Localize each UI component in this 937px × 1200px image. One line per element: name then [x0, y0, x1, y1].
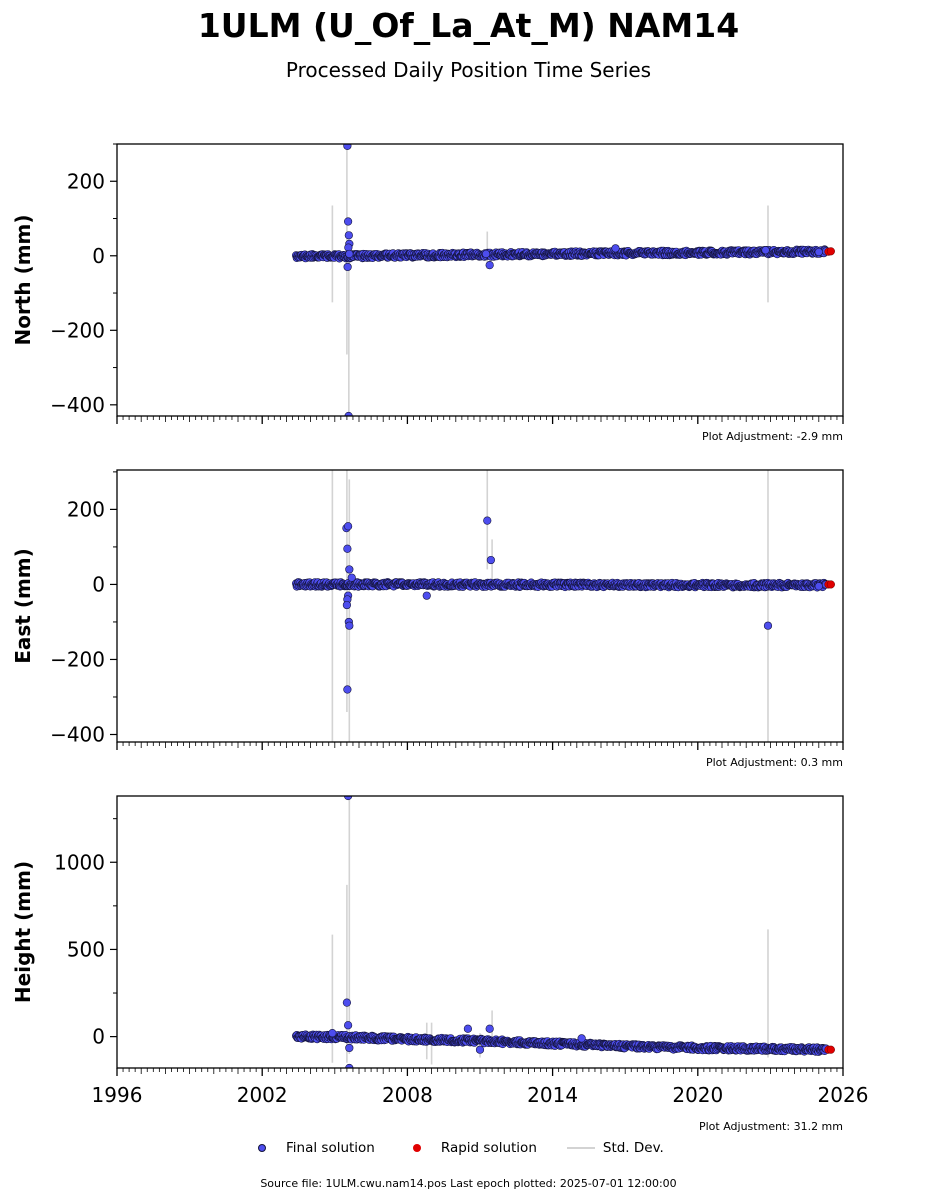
x-tick-label: 2020: [672, 1083, 723, 1107]
y-tick-label: 0: [92, 244, 105, 268]
final-solution-point: [347, 573, 356, 582]
final-solution-point: [345, 565, 354, 574]
final-solution-point: [481, 249, 491, 259]
plot-area: [292, 470, 835, 742]
final-solution-point: [475, 1045, 485, 1054]
legend-label-rapid: Rapid solution: [440, 1140, 537, 1156]
final-solution-point: [342, 998, 352, 1007]
std-dev-line-icon: [566, 1147, 595, 1149]
final-solution-point: [422, 591, 431, 600]
rapid-solution-marker-icon: [412, 1144, 421, 1152]
final-solution-trend-points: [292, 245, 831, 263]
final-solution-point: [761, 246, 770, 255]
final-solution-point: [485, 1024, 494, 1033]
final-solution-point: [345, 1043, 354, 1053]
final-solution-marker-icon: [258, 1144, 266, 1152]
plot-area: [292, 796, 835, 1068]
final-solution-point: [611, 244, 620, 253]
rapid-solution-point: [826, 1045, 835, 1054]
legend: Final solution Rapid solution Std. Dev.: [250, 1137, 694, 1159]
y-axis-label: North (mm): [11, 214, 35, 345]
source-footer: Source file: 1ULM.cwu.nam14.pos Last epo…: [260, 1177, 677, 1190]
y-tick-label: −400: [50, 393, 105, 417]
final-solution-point: [343, 544, 352, 553]
final-solution-point: [343, 262, 352, 272]
plot-adjustment-label: Plot Adjustment: 0.3 mm: [706, 756, 843, 769]
rapid-solution-point: [826, 580, 835, 589]
x-tick-label: 2008: [382, 1083, 433, 1107]
final-solution-point: [344, 522, 353, 531]
final-solution-point: [343, 144, 352, 150]
x-tick-label: 1996: [92, 1083, 143, 1107]
y-axis-label: Height (mm): [11, 861, 35, 1003]
y-tick-label: 1000: [54, 850, 105, 874]
final-solution-point: [344, 411, 353, 416]
final-solution-point: [483, 516, 492, 525]
legend-item-final: Final solution: [250, 1138, 375, 1158]
final-solution-point: [763, 621, 773, 630]
plot-frame: [116, 795, 844, 1069]
x-tick-label: 2026: [818, 1083, 869, 1107]
plot-adjustment-label: Plot Adjustment: -2.9 mm: [702, 430, 843, 443]
final-solution-point: [343, 685, 352, 694]
legend-label-std: Std. Dev.: [602, 1140, 664, 1156]
y-tick-label: −200: [50, 318, 105, 342]
y-axis-label: East (mm): [11, 548, 35, 664]
chart-title: 1ULM (U_Of_La_At_M) NAM14: [197, 6, 740, 45]
final-solution-point: [814, 582, 823, 591]
chart-subtitle: Processed Daily Position Time Series: [285, 58, 652, 82]
final-solution-trend-points: [292, 578, 831, 592]
plot-frame: [116, 469, 844, 743]
y-tick-label: 500: [67, 937, 105, 961]
final-solution-point: [344, 217, 353, 226]
legend-label-final: Final solution: [286, 1140, 375, 1156]
final-solution-point: [345, 249, 354, 259]
panel-height: 1000 500 0 1996 2002 2008 2014 2020 2026 Height (…: [11, 795, 869, 1133]
final-solution-point: [328, 1029, 337, 1038]
plot-adjustment-label: Plot Adjustment: 31.2 mm: [699, 1120, 843, 1133]
y-tick-label: 0: [92, 1025, 105, 1049]
plot-area: [292, 144, 835, 416]
final-solution-point: [485, 260, 494, 270]
final-solution-point: [486, 555, 495, 565]
legend-item-rapid: Rapid solution: [405, 1138, 537, 1158]
panel-north: 200 0 −200 −400 North (mm) Plot Adjustment: -…: [11, 143, 844, 443]
final-solution-trend-points: [292, 1030, 831, 1056]
x-tick-label: 2014: [527, 1083, 578, 1107]
final-solution-point: [463, 1024, 473, 1033]
panel-east: 200 0 −200 −400 East (mm) Plot Adjustment: 0.…: [11, 469, 844, 769]
y-tick-label: −400: [50, 722, 105, 746]
final-solution-point: [577, 1034, 586, 1043]
final-solution-point: [342, 600, 352, 610]
plot-frame: [116, 143, 844, 417]
y-tick-label: 200: [67, 169, 105, 193]
y-tick-label: 0: [92, 572, 105, 596]
legend-item-std: Std. Dev.: [566, 1138, 664, 1158]
x-tick-label: 2002: [237, 1083, 288, 1107]
y-tick-label: −200: [50, 647, 105, 671]
final-solution-point: [344, 231, 353, 240]
final-solution-point: [344, 1021, 353, 1030]
final-solution-point: [814, 247, 823, 257]
y-tick-label: 200: [67, 497, 105, 521]
rapid-solution-point: [826, 247, 835, 256]
final-solution-point: [345, 621, 354, 630]
